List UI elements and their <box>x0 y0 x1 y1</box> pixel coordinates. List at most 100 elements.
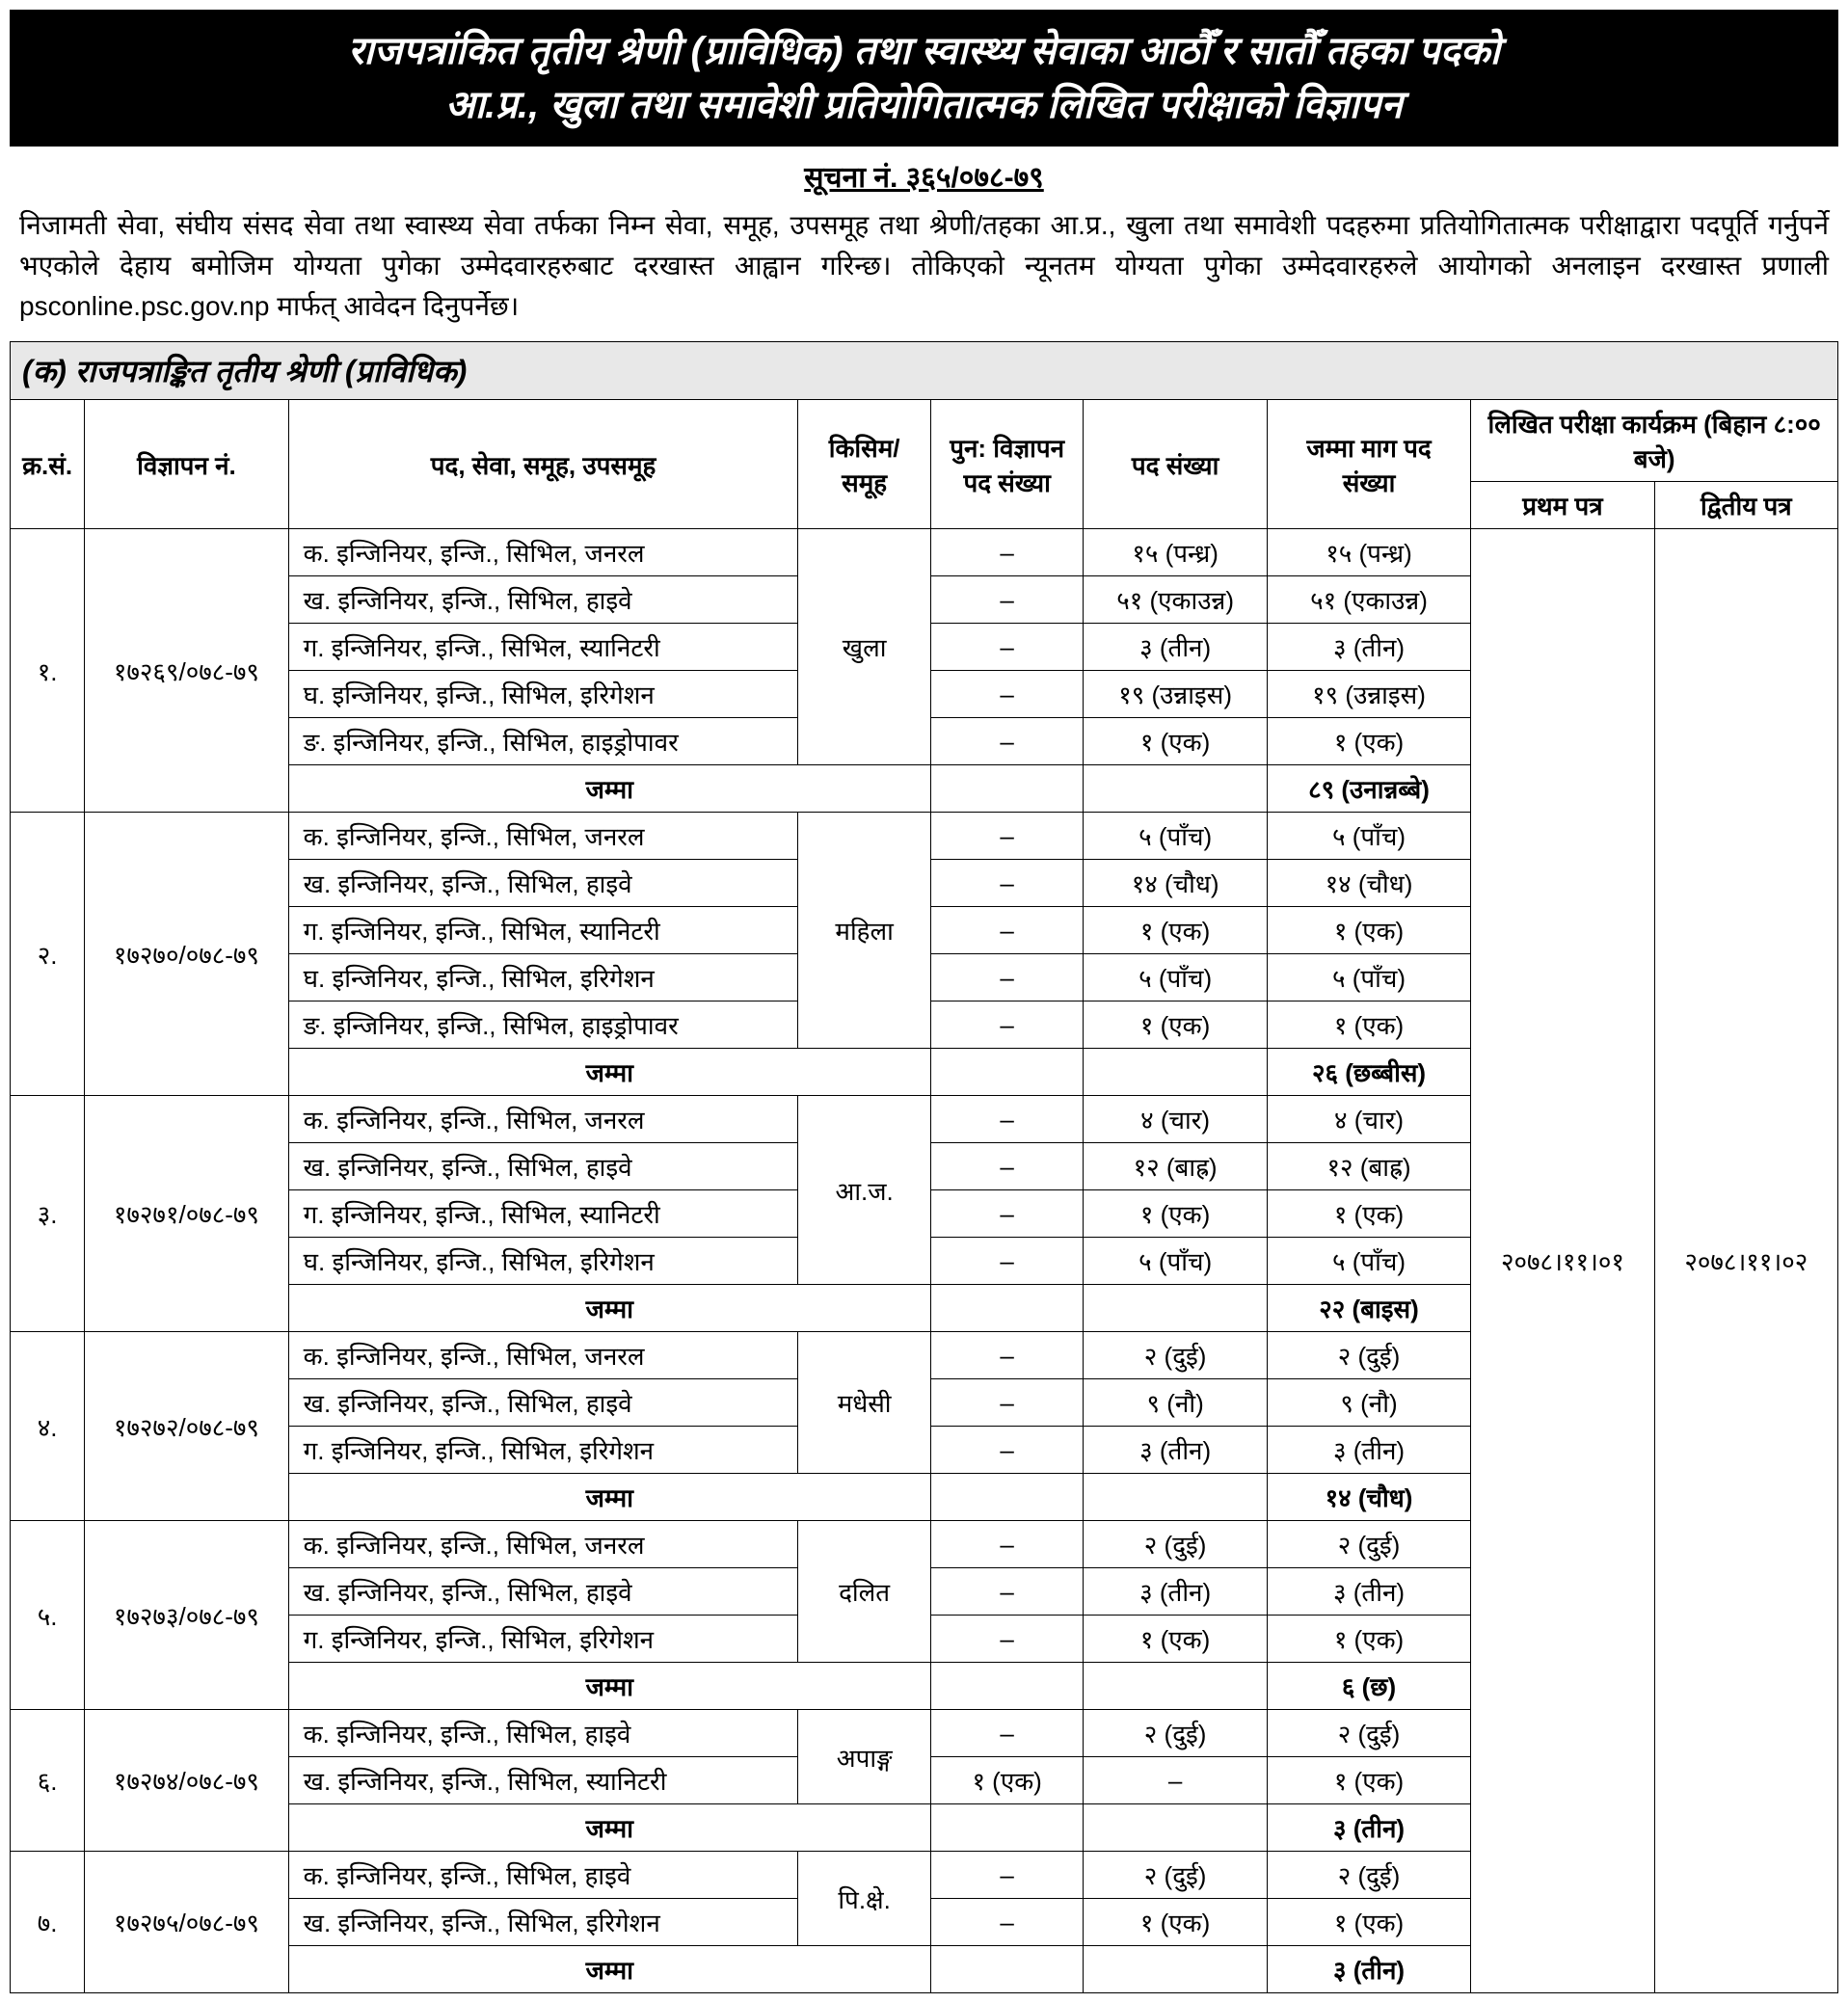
total-blank <box>1084 1285 1267 1332</box>
cell-total: १ (एक) <box>1267 907 1470 954</box>
cell-readv: – <box>930 1002 1084 1049</box>
cell-posts: १ (एक) <box>1084 907 1267 954</box>
total-value: २६ (छब्बीस) <box>1267 1049 1470 1096</box>
cell-total: १२ (बाह्र) <box>1267 1143 1470 1190</box>
cell-readv: – <box>930 954 1084 1002</box>
cell-total: २ (दुई) <box>1267 1332 1470 1379</box>
cell-post: ग. इन्जिनियर, इन्जि., सिभिल, इरिगेशन <box>288 1616 798 1663</box>
cell-readv: – <box>930 860 1084 907</box>
cell-post: घ. इन्जिनियर, इन्जि., सिभिल, इरिगेशन <box>288 1238 798 1285</box>
cell-post: क. इन्जिनियर, इन्जि., सिभिल, जनरल <box>288 1096 798 1143</box>
cell-post: क. इन्जिनियर, इन्जि., सिभिल, हाइवे <box>288 1710 798 1757</box>
notice-number: सूचना नं. ३६५/०७८-७९ <box>10 156 1838 196</box>
cell-post: ख. इन्जिनियर, इन्जि., सिभिल, हाइवे <box>288 576 798 624</box>
cell-posts: ५ (पाँच) <box>1084 1238 1267 1285</box>
cell-kind: आ.ज. <box>798 1096 930 1285</box>
cell-kind: पि.क्षे. <box>798 1852 930 1946</box>
cell-posts: २ (दुई) <box>1084 1332 1267 1379</box>
total-label: जम्मा <box>288 765 930 813</box>
total-blank <box>1084 1049 1267 1096</box>
cell-posts: २ (दुई) <box>1084 1852 1267 1899</box>
cell-post: क. इन्जिनियर, इन्जि., सिभिल, जनरल <box>288 813 798 860</box>
cell-total: १ (एक) <box>1267 718 1470 765</box>
total-blank <box>1084 1663 1267 1710</box>
cell-adv: १७२६९/०७८-७९ <box>85 529 288 813</box>
cell-kind: खुला <box>798 529 930 765</box>
cell-total: १४ (चौध) <box>1267 860 1470 907</box>
total-label: जम्मा <box>288 1946 930 1993</box>
cell-sn: ३. <box>11 1096 85 1332</box>
cell-posts: ९ (नौ) <box>1084 1379 1267 1427</box>
col-p1: प्रथम पत्र <box>1471 482 1654 529</box>
cell-total: १ (एक) <box>1267 1899 1470 1946</box>
cell-total: ५ (पाँच) <box>1267 1238 1470 1285</box>
total-value: ६ (छ) <box>1267 1663 1470 1710</box>
cell-sn: ४. <box>11 1332 85 1521</box>
cell-sn: ५. <box>11 1521 85 1710</box>
cell-readv: १ (एक) <box>930 1757 1084 1804</box>
cell-posts: २ (दुई) <box>1084 1710 1267 1757</box>
cell-readv: – <box>930 1899 1084 1946</box>
cell-post: ग. इन्जिनियर, इन्जि., सिभिल, इरिगेशन <box>288 1427 798 1474</box>
cell-post: क. इन्जिनियर, इन्जि., सिभिल, हाइवे <box>288 1852 798 1899</box>
cell-posts: १ (एक) <box>1084 1616 1267 1663</box>
total-blank <box>930 765 1084 813</box>
cell-posts: ५ (पाँच) <box>1084 954 1267 1002</box>
cell-kind: दलित <box>798 1521 930 1663</box>
cell-readv: – <box>930 1379 1084 1427</box>
cell-total: २ (दुई) <box>1267 1710 1470 1757</box>
cell-adv: १७२७४/०७८-७९ <box>85 1710 288 1852</box>
cell-posts: १ (एक) <box>1084 718 1267 765</box>
cell-post: ङ. इन्जिनियर, इन्जि., सिभिल, हाइड्रोपावर <box>288 718 798 765</box>
cell-post: ग. इन्जिनियर, इन्जि., सिभिल, स्यानिटरी <box>288 624 798 671</box>
cell-posts: ५ (पाँच) <box>1084 813 1267 860</box>
cell-adv: १७२७३/०७८-७९ <box>85 1521 288 1710</box>
cell-total: ३ (तीन) <box>1267 1427 1470 1474</box>
cell-post: घ. इन्जिनियर, इन्जि., सिभिल, इरिगेशन <box>288 954 798 1002</box>
cell-post: क. इन्जिनियर, इन्जि., सिभिल, जनरल <box>288 1332 798 1379</box>
total-value: ८९ (उनान्नब्बे) <box>1267 765 1470 813</box>
col-p2: द्वितीय पत्र <box>1654 482 1837 529</box>
col-adv: विज्ञापन नं. <box>85 400 288 529</box>
table-body: १.१७२६९/०७८-७९क. इन्जिनियर, इन्जि., सिभि… <box>11 529 1838 1993</box>
cell-readv: – <box>930 1568 1084 1616</box>
cell-posts: १ (एक) <box>1084 1899 1267 1946</box>
table-header: क्र.सं. विज्ञापन नं. पद, सेवा, समूह, उपस… <box>11 400 1838 529</box>
cell-readv: – <box>930 1852 1084 1899</box>
cell-posts: १ (एक) <box>1084 1002 1267 1049</box>
total-blank <box>930 1049 1084 1096</box>
table-row: १.१७२६९/०७८-७९क. इन्जिनियर, इन्जि., सिभि… <box>11 529 1838 576</box>
cell-sn: १. <box>11 529 85 813</box>
total-blank <box>1084 1946 1267 1993</box>
cell-kind: महिला <box>798 813 930 1049</box>
cell-readv: – <box>930 671 1084 718</box>
total-value: ३ (तीन) <box>1267 1946 1470 1993</box>
cell-readv: – <box>930 1238 1084 1285</box>
cell-posts: ४ (चार) <box>1084 1096 1267 1143</box>
cell-total: ९ (नौ) <box>1267 1379 1470 1427</box>
cell-total: १९ (उन्नाइस) <box>1267 671 1470 718</box>
total-blank <box>1084 1804 1267 1852</box>
cell-posts: ३ (तीन) <box>1084 1568 1267 1616</box>
cell-post: ख. इन्जिनियर, इन्जि., सिभिल, हाइवे <box>288 1379 798 1427</box>
total-label: जम्मा <box>288 1804 930 1852</box>
cell-total: ५ (पाँच) <box>1267 813 1470 860</box>
cell-posts: १ (एक) <box>1084 1190 1267 1238</box>
cell-adv: १७२७१/०७८-७९ <box>85 1096 288 1332</box>
header-line1: राजपत्रांकित तृतीय श्रेणी (प्राविधिक) तथ… <box>29 24 1819 78</box>
cell-kind: अपाङ्ग <box>798 1710 930 1804</box>
col-kind: किसिम/ समूह <box>798 400 930 529</box>
cell-total: १ (एक) <box>1267 1616 1470 1663</box>
cell-readv: – <box>930 1521 1084 1568</box>
cell-sn: ६. <box>11 1710 85 1852</box>
cell-post: क. इन्जिनियर, इन्जि., सिभिल, जनरल <box>288 529 798 576</box>
cell-total: २ (दुई) <box>1267 1521 1470 1568</box>
cell-post: ख. इन्जिनियर, इन्जि., सिभिल, हाइवे <box>288 860 798 907</box>
cell-total: १ (एक) <box>1267 1757 1470 1804</box>
total-blank <box>1084 765 1267 813</box>
cell-post: ख. इन्जिनियर, इन्जि., सिभिल, स्यानिटरी <box>288 1757 798 1804</box>
total-blank <box>1084 1474 1267 1521</box>
cell-total: १ (एक) <box>1267 1190 1470 1238</box>
cell-post: ग. इन्जिनियर, इन्जि., सिभिल, स्यानिटरी <box>288 1190 798 1238</box>
total-label: जम्मा <box>288 1474 930 1521</box>
